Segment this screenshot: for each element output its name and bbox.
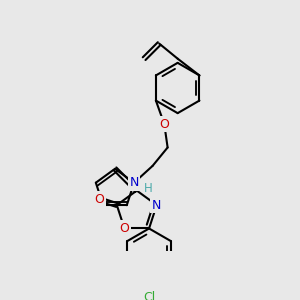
Text: N: N bbox=[152, 199, 161, 212]
Text: O: O bbox=[119, 222, 129, 235]
Text: O: O bbox=[94, 193, 104, 206]
Text: O: O bbox=[159, 118, 169, 130]
Text: Cl: Cl bbox=[143, 291, 155, 300]
Text: N: N bbox=[129, 176, 139, 189]
Text: H: H bbox=[144, 182, 153, 195]
